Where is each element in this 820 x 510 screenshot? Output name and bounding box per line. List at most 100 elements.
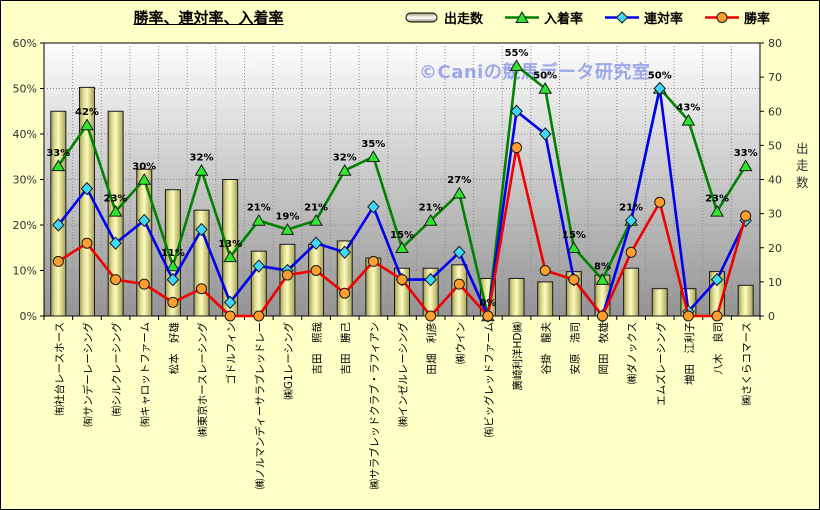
triangle-marker: [337, 163, 352, 176]
diamond-marker: [453, 245, 466, 260]
value-label: 23%: [705, 193, 729, 204]
bar-starts: [537, 281, 554, 317]
bar-starts: [308, 243, 325, 317]
category-label: 松本 好雄: [167, 322, 180, 375]
y-axis-label-right: 60: [768, 105, 782, 118]
triangle-marker: [309, 213, 323, 226]
y-axis-label-right: 40: [768, 174, 782, 187]
category-label: ㈱ノルマンディーサラブレッドレー: [253, 322, 266, 489]
watermark: ©Caniの競馬データ研究室: [419, 61, 650, 83]
value-label: 15%: [562, 230, 586, 241]
circle-marker: [482, 310, 494, 322]
triangle-marker: [223, 250, 238, 263]
diamond-marker: [309, 236, 323, 250]
value-label: 42%: [75, 107, 99, 118]
legend-item-placing: 入着率: [505, 8, 583, 27]
y-axis-label-left: 10%: [13, 265, 37, 278]
legend-label: 入着率: [544, 12, 584, 27]
diamond-marker: [52, 218, 65, 232]
category-label: 谷掛 龍夫: [540, 322, 553, 375]
triangle-line-icon: [505, 11, 540, 23]
value-label: 50%: [648, 71, 672, 82]
y-axis-label-left: 50%: [13, 83, 37, 96]
triangle-marker: [681, 113, 696, 126]
category-label: ㈱G1レーシング: [282, 322, 295, 400]
diamond-marker: [80, 181, 94, 196]
category-label: ㈲サンデーレーシング: [81, 322, 94, 427]
category-label: ㈱さくらコマース: [741, 322, 753, 405]
triangle-marker: [108, 204, 123, 217]
category-label: 吉田 照哉: [311, 322, 324, 375]
value-label: 33%: [46, 148, 70, 159]
bar-starts: [136, 168, 153, 317]
diamond-marker: [195, 222, 208, 237]
triangle-marker: [566, 241, 581, 254]
diamond-marker: [653, 81, 666, 96]
diamond-marker: [252, 259, 265, 273]
chart-title: 勝率、連対率、入着率: [133, 9, 284, 27]
legend: 出走数 入着率 連対率 勝率: [405, 8, 770, 27]
category-label: 岡田 牧雄: [597, 322, 610, 375]
circle-marker: [52, 255, 64, 267]
category-label: ㈲シルクレーシング: [110, 322, 123, 417]
triangle-marker: [595, 273, 610, 285]
triangle-marker: [194, 163, 209, 176]
right-axis-title: 数: [796, 175, 809, 190]
value-label: 21%: [247, 202, 271, 213]
diamond-marker: [223, 295, 237, 310]
triangle-marker: [280, 223, 295, 235]
value-label: 23%: [104, 193, 128, 204]
legend-label: 連対率: [644, 12, 684, 27]
value-label: 21%: [619, 202, 643, 213]
circle-marker: [310, 265, 322, 276]
circle-marker: [682, 310, 694, 322]
category-label: 安原 浩司: [568, 322, 581, 375]
value-label: 50%: [533, 71, 557, 82]
right-axis-title: 出: [796, 141, 809, 156]
diamond-marker: [338, 245, 351, 260]
circle-marker: [367, 255, 379, 267]
diamond-marker: [109, 236, 122, 250]
triangle-marker: [51, 159, 66, 172]
value-label: 35%: [361, 139, 385, 150]
diamond-marker: [539, 127, 552, 141]
y-axis-label-right: 0: [768, 310, 775, 323]
category-label: ㈱東京ホースレーシング: [196, 322, 209, 437]
bar-swatch-icon: [405, 12, 438, 23]
diamond-marker: [624, 213, 638, 228]
bar-starts: [164, 189, 181, 317]
circle-marker: [196, 283, 208, 295]
legend-item-starts: 出走数: [405, 8, 483, 27]
circle-line-icon: [705, 12, 740, 23]
y-axis-label-left: 60%: [13, 37, 37, 50]
legend-item-quinella: 連対率: [605, 8, 683, 27]
triangle-marker: [423, 213, 438, 226]
category-label: ㈱ダノックス: [626, 322, 639, 384]
category-label: ㈲ビッグレッドファーム: [482, 322, 495, 437]
right-axis-title: 走: [796, 158, 809, 173]
category-label: 増田 江利子: [683, 322, 696, 385]
y-axis-label-right: 20: [768, 242, 782, 255]
legend-item-win: 勝率: [705, 8, 770, 27]
circle-marker: [425, 310, 437, 322]
triangle-marker: [452, 186, 467, 199]
category-label: ㈲キャロットファーム: [140, 322, 152, 427]
value-label: 32%: [333, 152, 357, 163]
triangle-marker: [509, 59, 524, 72]
diamond-marker: [710, 272, 724, 287]
y-axis-label-left: 40%: [13, 128, 37, 141]
value-label: 30%: [132, 162, 156, 173]
category-label: ㈱サラブレッドクラブ・ラフィアン: [368, 322, 381, 489]
triangle-marker: [166, 259, 180, 272]
y-axis-label-right: 50: [768, 139, 782, 152]
circle-marker: [281, 269, 293, 281]
legend-label: 出走数: [444, 12, 484, 27]
category-label: ㈲社台レースホース: [53, 322, 66, 415]
bar-starts: [451, 264, 468, 317]
triangle-marker: [710, 204, 724, 217]
value-label: 11%: [161, 248, 185, 259]
value-label: 33%: [734, 148, 758, 159]
category-label: 田畑 利彦: [425, 322, 438, 375]
